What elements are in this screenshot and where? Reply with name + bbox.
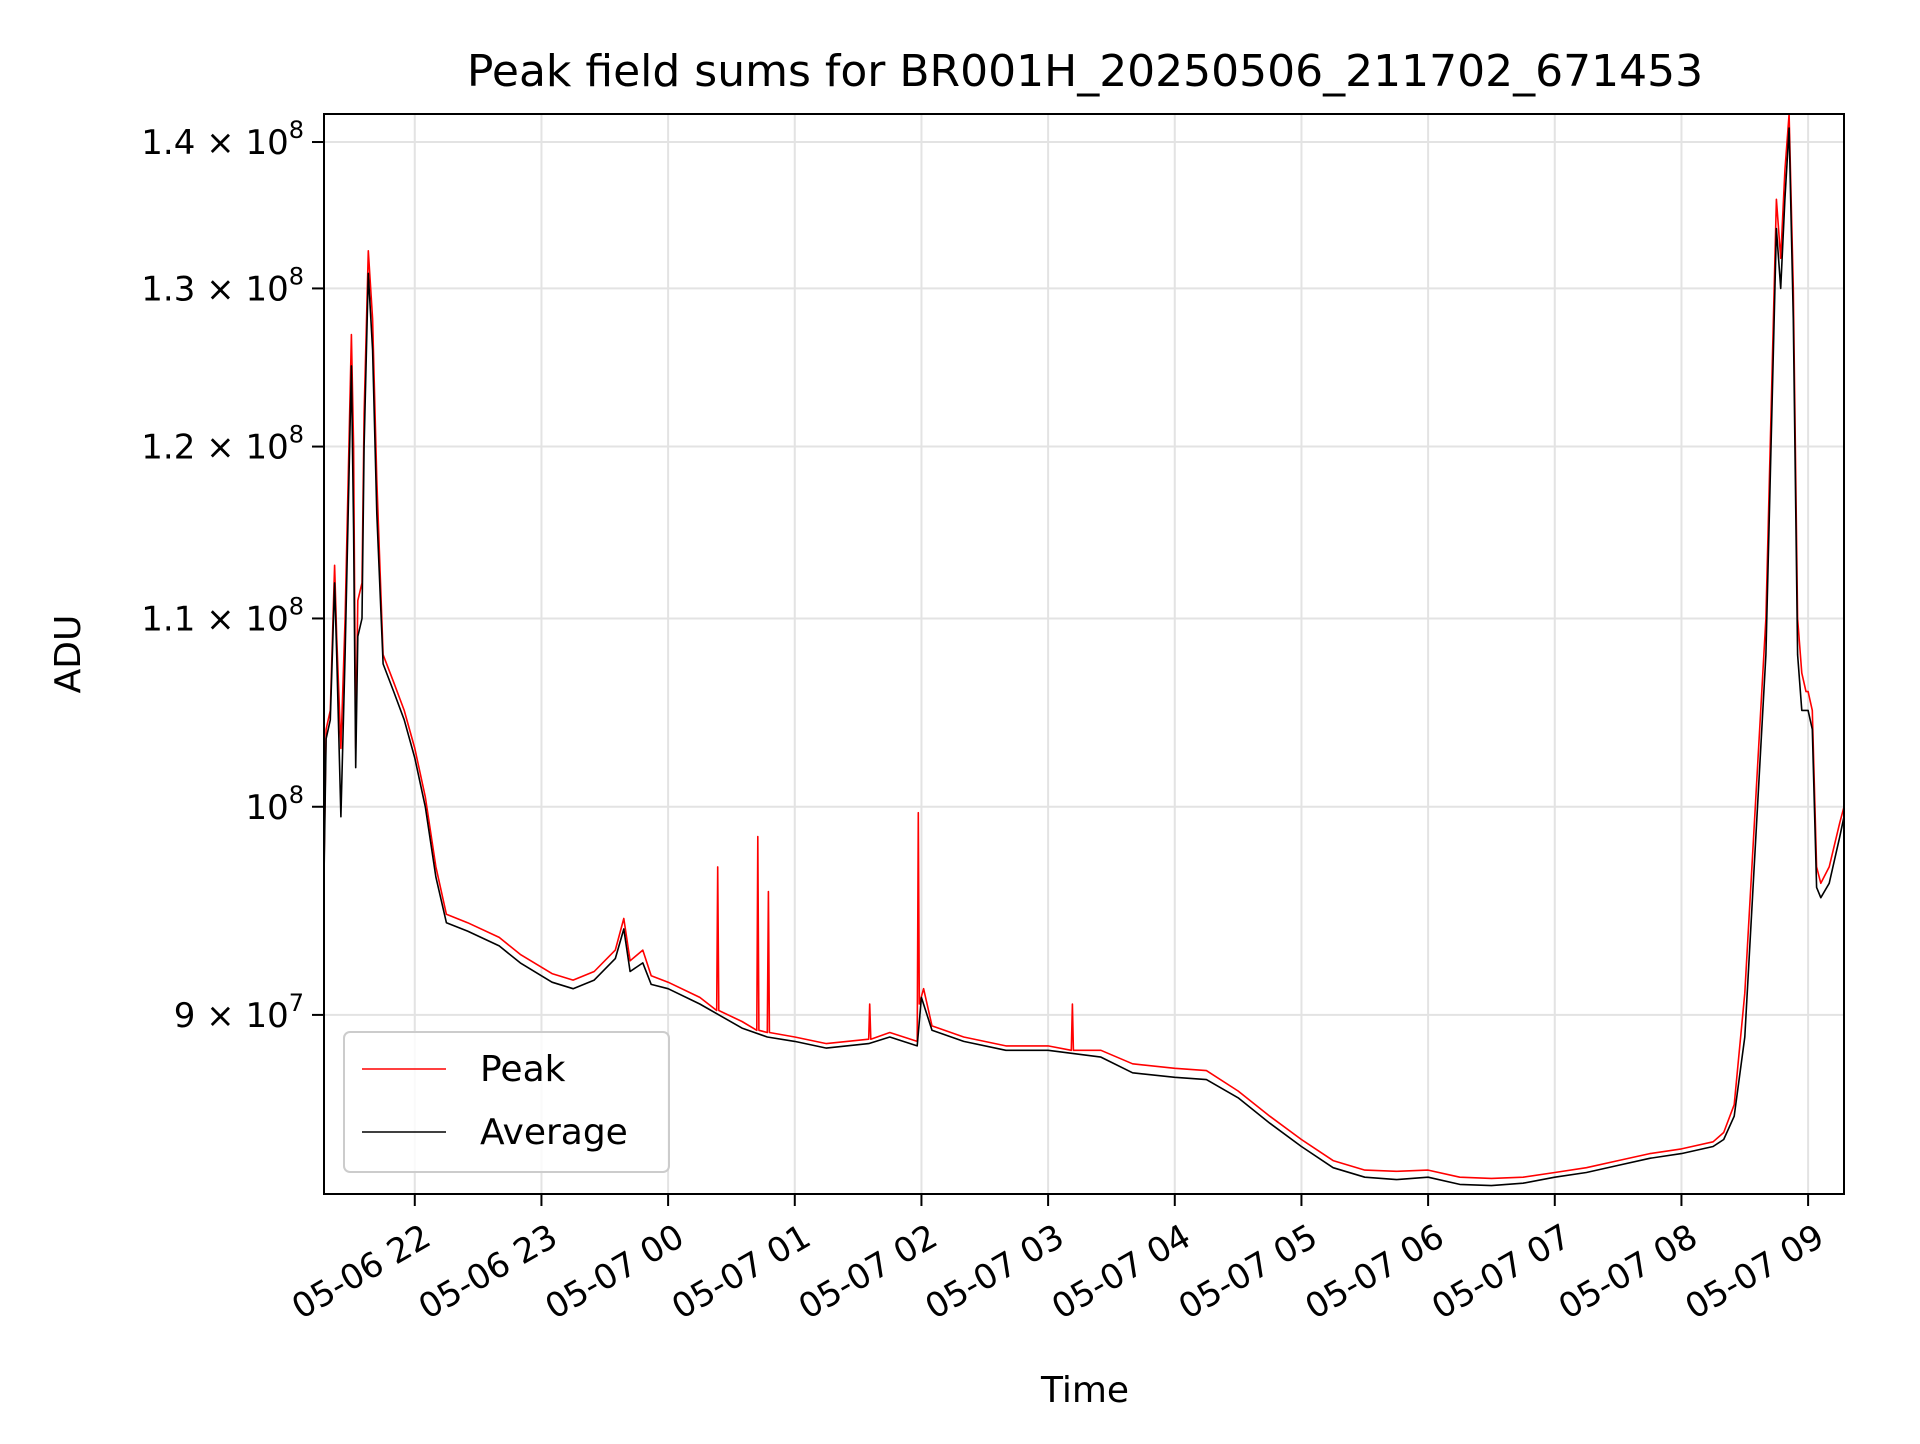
- series-line-average: [323, 127, 1845, 1187]
- y-tick-label: 1.2 × 108: [141, 421, 304, 468]
- y-tick-label: 1.3 × 108: [141, 262, 304, 309]
- legend-label-peak: Peak: [480, 1049, 566, 1090]
- x-axis-label: Time: [1040, 1370, 1129, 1411]
- plot-frame: [323, 113, 1845, 1195]
- y-axis-label: ADU: [48, 615, 89, 694]
- y-tick-label: 1.4 × 108: [141, 116, 304, 163]
- y-tick-label: 108: [245, 781, 304, 828]
- y-axis: 9 × 107 108 1.1 × 108 1.2 × 108 1.3 × 108 1.4…: [141, 116, 324, 1036]
- chart-title: Peak field sums for BR001H_20250506_2117…: [467, 46, 1703, 97]
- grid: [324, 114, 1844, 1194]
- plot-series: [323, 113, 1845, 1187]
- y-tick-label: 9 × 107: [174, 989, 304, 1036]
- series-line-peak: [323, 113, 1845, 1180]
- legend: Peak Average: [343, 1031, 670, 1173]
- legend-label-average: Average: [480, 1112, 628, 1153]
- legend-box: [343, 1031, 670, 1173]
- y-tick-label: 1.1 × 108: [141, 592, 304, 639]
